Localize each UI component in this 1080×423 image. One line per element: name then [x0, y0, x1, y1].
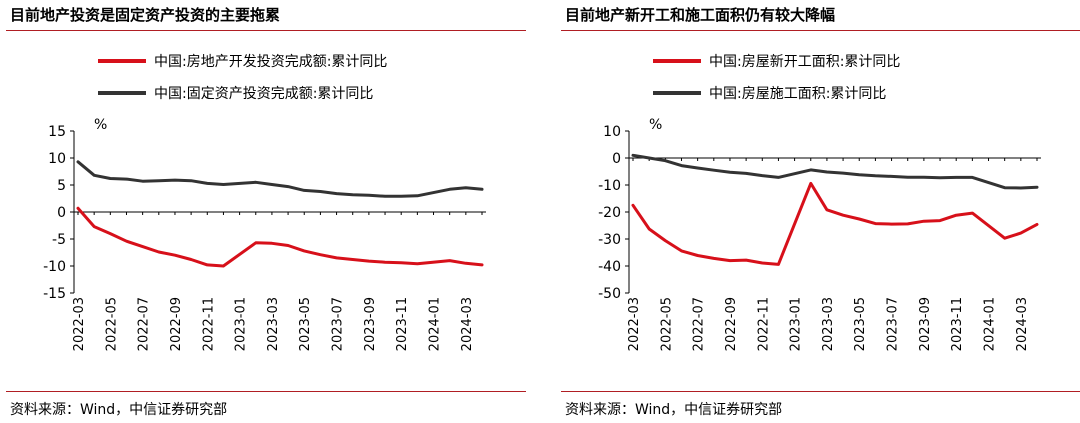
x-tick-label: 2022-09: [169, 297, 184, 351]
x-tick-label: 2022-11: [201, 297, 216, 351]
source-note: 资料来源：Wind，中信证券研究部: [10, 402, 228, 418]
series-line: [631, 181, 1039, 266]
x-tick-label: 2023-09: [363, 297, 378, 351]
chart-panel-left: 目前地产投资是固定资产投资的主要拖累 中国:房地产开发投资完成额:累计同比 中国:…: [6, 0, 531, 423]
y-tick-label: 10: [603, 124, 621, 140]
x-tick-label: 2023-07: [331, 297, 346, 351]
x-tick-label: 2024-01: [428, 297, 443, 351]
y-tick-label: -10: [43, 259, 66, 275]
y-tick-label: -50: [598, 286, 621, 302]
footer-rule: [561, 391, 1080, 392]
x-tick-label: 2022-03: [72, 297, 87, 351]
source-note: 资料来源：Wind，中信证券研究部: [565, 402, 783, 418]
y-tick-label: -5: [52, 232, 66, 248]
y-tick-label: 0: [57, 205, 66, 221]
x-tick-label: 2023-03: [821, 297, 836, 351]
y-tick-label: -30: [598, 232, 621, 248]
y-tick-label: -15: [43, 286, 66, 302]
x-tick-label: 2023-11: [395, 297, 410, 351]
x-tick-label: 2022-05: [104, 297, 119, 351]
y-tick-label: 15: [48, 124, 66, 140]
x-tick-label: 2022-05: [659, 297, 674, 351]
legend-label: 中国:房屋新开工面积:累计同比: [709, 54, 900, 70]
y-tick-label: 0: [612, 151, 621, 167]
chart-panel-right: 目前地产新开工和施工面积仍有较大降幅 中国:房屋新开工面积:累计同比 中国:房屋施…: [561, 0, 1080, 423]
x-tick-label: 2024-01: [983, 297, 998, 351]
legend-label: 中国:固定资产投资完成额:累计同比: [154, 86, 373, 102]
series-line: [76, 206, 484, 268]
x-tick-label: 2023-01: [234, 297, 249, 351]
x-tick-label: 2023-01: [789, 297, 804, 351]
x-tick-label: 2023-05: [853, 297, 868, 351]
y-unit-label: %: [649, 117, 662, 133]
chart-title: 目前地产投资是固定资产投资的主要拖累: [10, 6, 281, 24]
y-tick-label: -10: [598, 178, 621, 194]
x-tick-label: 2022-03: [627, 297, 642, 351]
series-line: [631, 153, 1039, 190]
x-tick-label: 2023-03: [266, 297, 281, 351]
header-rule: [561, 30, 1080, 31]
y-tick-label: -40: [598, 259, 621, 275]
y-tick-label: 5: [57, 178, 66, 194]
x-tick-label: 2023-05: [298, 297, 313, 351]
x-tick-label: 2023-11: [950, 297, 965, 351]
x-tick-label: 2022-07: [692, 297, 707, 351]
x-tick-label: 2022-11: [756, 297, 771, 351]
y-unit-label: %: [94, 117, 107, 133]
series-line: [76, 160, 484, 198]
x-tick-label: 2024-03: [1015, 297, 1030, 351]
legend-label: 中国:房地产开发投资完成额:累计同比: [154, 54, 387, 70]
y-tick-label: 10: [48, 151, 66, 167]
legend-label: 中国:房屋施工面积:累计同比: [709, 86, 886, 102]
header-rule: [6, 30, 526, 31]
x-tick-label: 2024-03: [460, 297, 475, 351]
x-tick-label: 2022-07: [137, 297, 152, 351]
y-tick-label: -20: [598, 205, 621, 221]
x-tick-label: 2023-07: [886, 297, 901, 351]
x-tick-label: 2022-09: [724, 297, 739, 351]
chart-title: 目前地产新开工和施工面积仍有较大降幅: [565, 6, 836, 24]
x-tick-label: 2023-09: [918, 297, 933, 351]
footer-rule: [6, 391, 526, 392]
